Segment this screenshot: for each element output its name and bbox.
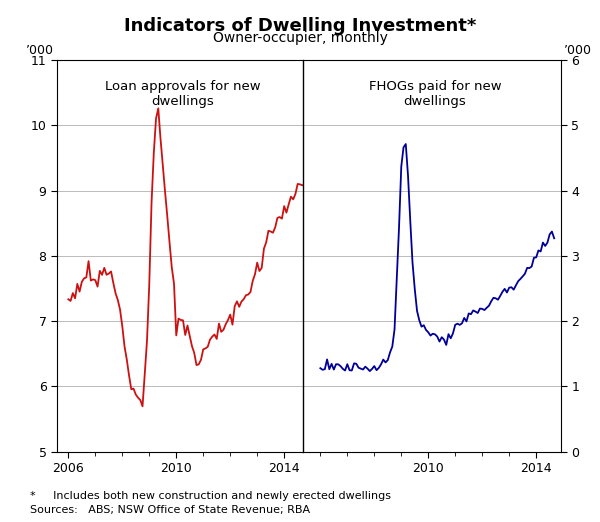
Text: Owner-occupier, monthly: Owner-occupier, monthly: [212, 31, 388, 45]
Text: Loan approvals for new
dwellings: Loan approvals for new dwellings: [105, 80, 261, 108]
Text: FHOGs paid for new
dwellings: FHOGs paid for new dwellings: [368, 80, 502, 108]
Text: ’000: ’000: [26, 44, 54, 57]
Text: *     Includes both new construction and newly erected dwellings: * Includes both new construction and new…: [30, 491, 391, 501]
Text: Indicators of Dwelling Investment*: Indicators of Dwelling Investment*: [124, 17, 476, 34]
Text: Sources:   ABS; NSW Office of State Revenue; RBA: Sources: ABS; NSW Office of State Revenu…: [30, 505, 310, 515]
Text: ’000: ’000: [564, 44, 592, 57]
